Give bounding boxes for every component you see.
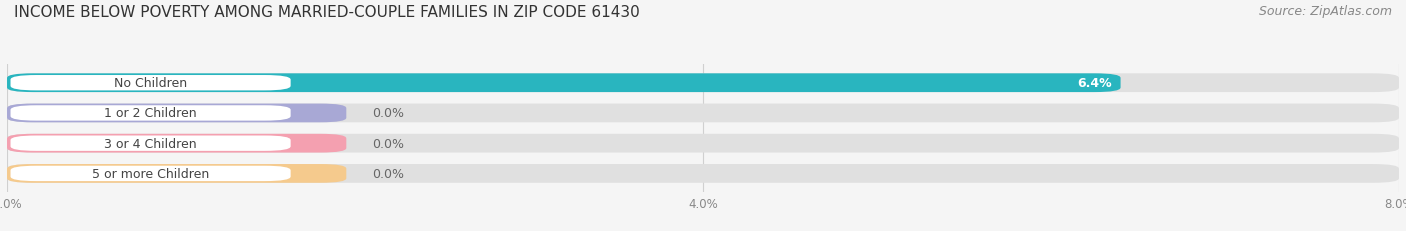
Text: INCOME BELOW POVERTY AMONG MARRIED-COUPLE FAMILIES IN ZIP CODE 61430: INCOME BELOW POVERTY AMONG MARRIED-COUPL… xyxy=(14,5,640,20)
Text: 0.0%: 0.0% xyxy=(373,167,405,180)
Text: 3 or 4 Children: 3 or 4 Children xyxy=(104,137,197,150)
Text: 0.0%: 0.0% xyxy=(373,137,405,150)
FancyBboxPatch shape xyxy=(10,166,291,181)
FancyBboxPatch shape xyxy=(10,76,291,91)
FancyBboxPatch shape xyxy=(7,164,1399,183)
FancyBboxPatch shape xyxy=(7,74,1121,93)
FancyBboxPatch shape xyxy=(7,134,1399,153)
FancyBboxPatch shape xyxy=(7,104,346,123)
FancyBboxPatch shape xyxy=(7,164,346,183)
Text: 0.0%: 0.0% xyxy=(373,107,405,120)
Text: Source: ZipAtlas.com: Source: ZipAtlas.com xyxy=(1258,5,1392,18)
Text: No Children: No Children xyxy=(114,77,187,90)
Text: 5 or more Children: 5 or more Children xyxy=(91,167,209,180)
Text: 6.4%: 6.4% xyxy=(1077,77,1112,90)
Text: 1 or 2 Children: 1 or 2 Children xyxy=(104,107,197,120)
FancyBboxPatch shape xyxy=(7,74,1399,93)
FancyBboxPatch shape xyxy=(10,106,291,121)
FancyBboxPatch shape xyxy=(10,136,291,151)
FancyBboxPatch shape xyxy=(7,104,1399,123)
FancyBboxPatch shape xyxy=(7,134,346,153)
